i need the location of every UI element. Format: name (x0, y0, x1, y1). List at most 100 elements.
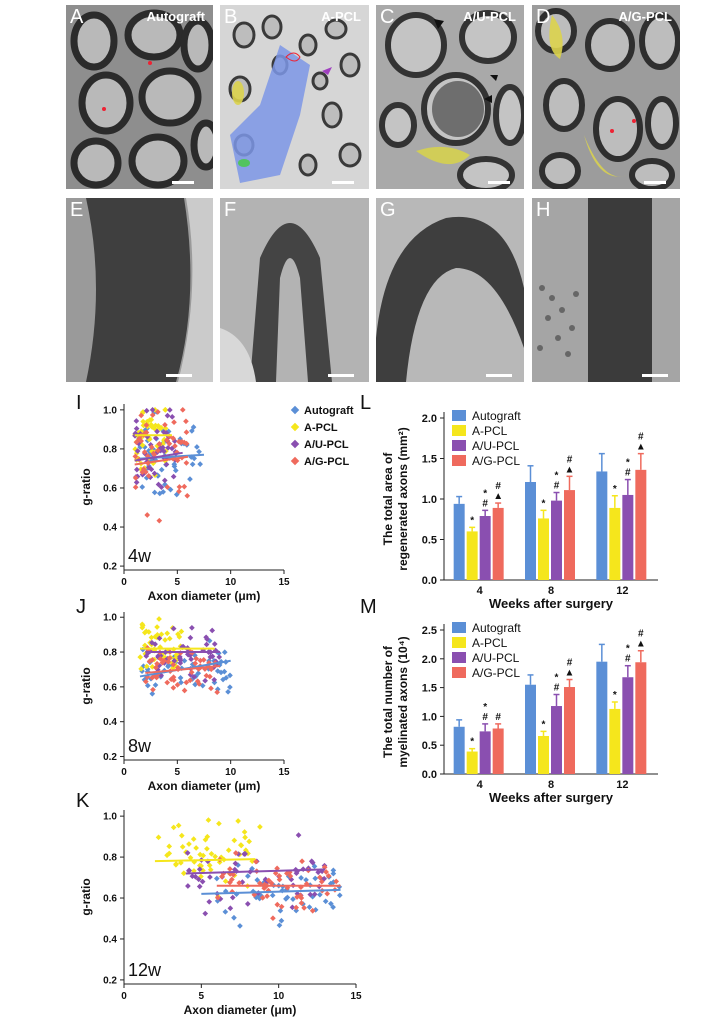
legend-marker (290, 456, 300, 466)
legend-swatch (452, 440, 466, 451)
data-point (196, 448, 202, 455)
y-tick-label: 1.0 (103, 405, 117, 416)
significance-mark: # (554, 683, 560, 694)
x-tick-label: 8 (548, 779, 554, 791)
data-point (276, 876, 283, 883)
y-axis-label: g-ratio (79, 468, 93, 505)
data-point (180, 870, 187, 877)
data-point (183, 418, 189, 425)
significance-mark: ▲ (636, 442, 646, 453)
data-point (193, 845, 199, 851)
bar (609, 507, 621, 580)
data-point (330, 870, 337, 877)
data-point (325, 873, 332, 879)
y-axis-label: The total area of regenerated axons (mm²) (381, 427, 410, 570)
x-tick-label: 15 (350, 991, 362, 1002)
data-point (203, 641, 210, 648)
y-tick-label: 2.5 (422, 625, 437, 637)
x-tick-label: 12 (616, 585, 628, 597)
x-axis-label: Axon diameter (μm) (148, 779, 261, 793)
data-point (163, 461, 170, 468)
data-point (176, 488, 182, 495)
y-tick-label: 0.2 (103, 562, 117, 573)
data-point (139, 469, 146, 475)
micrograph-f: F (220, 198, 369, 382)
data-point (336, 892, 343, 899)
data-point (231, 837, 238, 844)
time-annotation: 8w (128, 736, 152, 756)
x-tick-label: 5 (199, 991, 205, 1002)
panel-tag-apcl: A-PCL (321, 9, 361, 24)
bar (609, 708, 621, 774)
bar (492, 728, 504, 774)
data-point (161, 477, 168, 484)
data-point (170, 473, 177, 480)
data-point (156, 616, 162, 622)
data-point (227, 866, 233, 872)
data-point (173, 861, 179, 868)
data-point (196, 883, 203, 890)
panel-letter-h: H (536, 199, 551, 221)
significance-mark: # (625, 468, 631, 479)
bar (564, 490, 575, 580)
panel-letter-g: G (380, 199, 396, 221)
fit-line-apcl (154, 858, 256, 863)
data-point (191, 673, 197, 680)
data-point (229, 894, 236, 901)
series-aupcl (184, 832, 328, 917)
data-point (169, 414, 176, 420)
data-point (161, 657, 167, 664)
y-tick-label: 2.0 (422, 654, 437, 666)
chart-letter-k: K (76, 790, 90, 812)
data-point (244, 901, 251, 907)
data-point (221, 649, 228, 656)
bar (635, 469, 647, 580)
data-point (225, 689, 231, 695)
panel-letter-f: F (224, 199, 237, 221)
y-tick-label: 0.8 (103, 853, 117, 864)
data-point (167, 407, 173, 413)
data-point (137, 654, 144, 660)
data-point (257, 880, 263, 887)
significance-mark: * (555, 673, 559, 684)
data-point (269, 892, 276, 899)
legend-label: A/U-PCL (472, 439, 520, 453)
y-tick-label: 1.5 (422, 683, 437, 695)
data-point (293, 904, 299, 911)
significance-mark: * (470, 515, 474, 526)
data-point (148, 444, 155, 451)
significance-mark: # (482, 498, 488, 509)
significance-mark: # (638, 629, 644, 640)
micrograph-g-image (376, 198, 524, 382)
data-point (171, 419, 177, 426)
micrograph-e: E (66, 198, 213, 382)
data-point (155, 409, 161, 415)
x-tick-label: 4 (477, 585, 484, 597)
data-point (146, 464, 152, 471)
scatter-svg-k: 0.2 0.4 0.6 0.8 1.0 0 5 10 15 Axon diameter (μm) g… (79, 810, 362, 1017)
data-point (153, 664, 159, 671)
data-point (284, 870, 290, 877)
data-point (156, 441, 163, 447)
micrograph-f-image (220, 198, 369, 382)
x-axis-label: Axon diameter (μm) (184, 1003, 297, 1017)
chart-letter-l: L (360, 392, 372, 414)
significance-mark: # (625, 654, 631, 665)
data-point (219, 873, 225, 880)
micrograph-c: C A/U-PCL (376, 5, 524, 189)
data-point (172, 467, 179, 474)
data-point (179, 844, 186, 850)
bar-svg-m: 0.0 0.5 1.0 1.5 2.0 2.5 The total number of mye… (381, 621, 658, 805)
legend-label: A-PCL (472, 424, 508, 438)
data-point (211, 641, 218, 647)
data-point (222, 878, 229, 885)
data-point (295, 832, 302, 838)
micrograph-d: D A/G-PCL (532, 5, 680, 189)
significance-mark: * (542, 719, 546, 730)
panel-letter-e: E (70, 199, 84, 221)
panel-tag-aupcl: A/U-PCL (463, 9, 516, 24)
data-point (202, 677, 208, 684)
bar (525, 684, 536, 774)
data-point (190, 836, 197, 842)
y-tick-label: 0.8 (103, 444, 117, 455)
